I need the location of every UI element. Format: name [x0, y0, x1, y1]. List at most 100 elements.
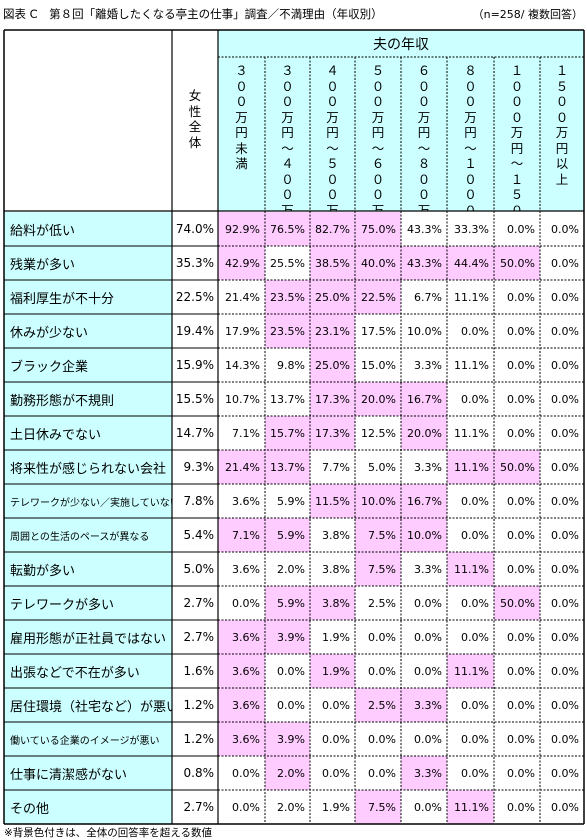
value-cell: 2.0%	[265, 790, 310, 824]
value-cell: 0.0%	[494, 348, 540, 382]
value-cell: 3.3%	[401, 688, 447, 722]
total-value: 2.7%	[172, 790, 218, 824]
value-cell: 0.0%	[355, 654, 401, 688]
value-cell: 0.0%	[401, 790, 447, 824]
row-label: 勤務形態が不規則	[4, 382, 172, 416]
value-cell: 15.0%	[355, 348, 401, 382]
value-cell: 20.0%	[401, 416, 447, 450]
value-cell: 5.9%	[265, 484, 310, 518]
value-cell: 16.7%	[401, 382, 447, 416]
value-cell: 7.5%	[355, 552, 401, 586]
value-cell: 0.0%	[494, 382, 540, 416]
value-cell: 11.5%	[310, 484, 355, 518]
value-cell: 0.0%	[540, 518, 584, 552]
value-cell: 3.9%	[265, 722, 310, 756]
value-cell: 10.0%	[401, 314, 447, 348]
value-cell: 20.0%	[355, 382, 401, 416]
value-cell: 0.0%	[265, 654, 310, 688]
value-cell: 0.0%	[355, 756, 401, 790]
value-cell: 3.6%	[218, 688, 265, 722]
value-cell: 3.8%	[310, 552, 355, 586]
value-cell: 0.0%	[355, 620, 401, 654]
row-label: 給料が低い	[4, 212, 172, 246]
row-label: テレワークが多い	[4, 586, 172, 620]
value-cell: 0.0%	[447, 620, 494, 654]
value-cell: 0.0%	[401, 620, 447, 654]
value-cell: 11.1%	[447, 654, 494, 688]
value-cell: 0.0%	[447, 314, 494, 348]
value-cell: 44.4%	[447, 246, 494, 280]
value-cell: 25.0%	[310, 348, 355, 382]
value-cell: 5.0%	[355, 450, 401, 484]
value-cell: 0.0%	[540, 552, 584, 586]
value-cell: 7.5%	[355, 518, 401, 552]
value-cell: 2.0%	[265, 552, 310, 586]
value-cell: 0.0%	[540, 280, 584, 314]
value-cell: 0.0%	[447, 756, 494, 790]
value-cell: 0.0%	[540, 416, 584, 450]
value-cell: 38.5%	[310, 246, 355, 280]
value-cell: 0.0%	[540, 212, 584, 246]
value-cell: 0.0%	[310, 756, 355, 790]
total-value: 14.7%	[172, 416, 218, 450]
value-cell: 0.0%	[447, 518, 494, 552]
row-label: 土日休みでない	[4, 416, 172, 450]
value-cell: 0.0%	[447, 484, 494, 518]
value-cell: 0.0%	[540, 688, 584, 722]
value-cell: 3.3%	[401, 756, 447, 790]
total-value: 74.0%	[172, 212, 218, 246]
value-cell: 40.0%	[355, 246, 401, 280]
row-label: 将来性が感じられない会社	[4, 450, 172, 484]
value-cell: 3.3%	[401, 348, 447, 382]
value-cell: 17.3%	[310, 416, 355, 450]
value-cell: 10.7%	[218, 382, 265, 416]
value-cell: 0.0%	[265, 688, 310, 722]
value-cell: 0.0%	[401, 654, 447, 688]
row-label: ブラック企業	[4, 348, 172, 382]
value-cell: 17.9%	[218, 314, 265, 348]
total-value: 1.2%	[172, 688, 218, 722]
value-cell: 9.8%	[265, 348, 310, 382]
value-cell: 0.0%	[494, 790, 540, 824]
value-cell: 0.0%	[447, 382, 494, 416]
value-cell: 3.3%	[401, 552, 447, 586]
value-cell: 0.0%	[447, 586, 494, 620]
value-cell: 17.3%	[310, 382, 355, 416]
value-cell: 23.5%	[265, 314, 310, 348]
value-cell: 0.0%	[540, 586, 584, 620]
value-cell: 0.0%	[218, 586, 265, 620]
income-group-header: 夫の年収	[218, 30, 584, 57]
total-value: 0.8%	[172, 756, 218, 790]
value-cell: 16.7%	[401, 484, 447, 518]
footnote: ※背景色付きは、全体の回答率を超える数値	[4, 827, 212, 839]
row-label: 残業が多い	[4, 246, 172, 280]
value-cell: 50.0%	[494, 246, 540, 280]
row-label: 働いている企業のイメージが悪い	[4, 722, 172, 756]
value-cell: 23.1%	[310, 314, 355, 348]
value-cell: 0.0%	[540, 790, 584, 824]
value-cell: 3.9%	[265, 620, 310, 654]
value-cell: 0.0%	[540, 314, 584, 348]
value-cell: 3.6%	[218, 552, 265, 586]
value-cell: 5.9%	[265, 586, 310, 620]
value-cell: 1.9%	[310, 620, 355, 654]
value-cell: 11.1%	[447, 552, 494, 586]
total-value: 22.5%	[172, 280, 218, 314]
total-value: 1.2%	[172, 722, 218, 756]
value-cell: 75.0%	[355, 212, 401, 246]
value-cell: 11.1%	[447, 416, 494, 450]
row-label: 居住環境（社宅など）が悪い	[4, 688, 172, 722]
value-cell: 21.4%	[218, 450, 265, 484]
value-cell: 0.0%	[401, 722, 447, 756]
value-cell: 25.5%	[265, 246, 310, 280]
total-header: 女性全体	[172, 30, 218, 211]
value-cell: 13.7%	[265, 382, 310, 416]
value-cell: 3.3%	[401, 450, 447, 484]
value-cell: 0.0%	[218, 756, 265, 790]
value-cell: 25.0%	[310, 280, 355, 314]
value-cell: 5.9%	[265, 518, 310, 552]
value-cell: 0.0%	[218, 790, 265, 824]
value-cell: 0.0%	[540, 756, 584, 790]
